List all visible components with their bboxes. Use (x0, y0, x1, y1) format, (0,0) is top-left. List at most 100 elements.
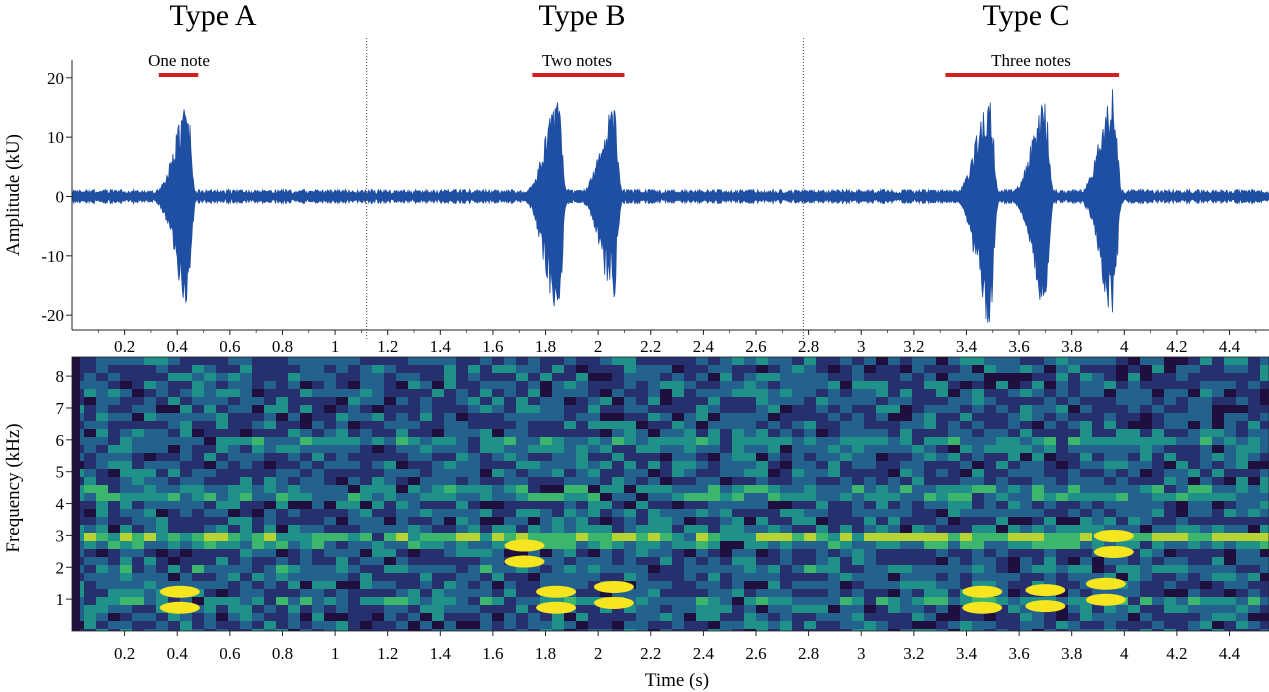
spectrogram-cell (252, 621, 265, 630)
spectrogram-cell (1020, 469, 1033, 478)
spectrogram-cell (792, 557, 805, 566)
spectrogram-cell (828, 533, 841, 542)
spectrogram-cell (876, 541, 889, 550)
spectrogram-cell (528, 469, 541, 478)
spectrogram-hotspot (504, 555, 545, 568)
spectrogram-cell (1068, 629, 1081, 631)
spectrogram-cell (924, 573, 937, 582)
spectrogram-cell (420, 573, 433, 582)
spectrogram-cell (1068, 365, 1081, 374)
spectrogram-cell (1104, 469, 1117, 478)
spectrogram-cell (648, 477, 661, 486)
spectrogram-cell (360, 493, 373, 502)
spectrogram-cell (444, 437, 457, 446)
spectrogram-cell (1128, 437, 1141, 446)
spectrogram-cell (876, 565, 889, 574)
spectrogram-cell (1116, 381, 1129, 390)
spectrogram-cell (1068, 389, 1081, 398)
spectrogram-cell (1176, 501, 1189, 510)
spectrogram-cell (972, 597, 985, 606)
spectrogram-cell (888, 605, 901, 614)
spectrogram-cell (1140, 429, 1153, 438)
spectrogram-cell (324, 533, 337, 542)
spectrogram-cell (228, 541, 241, 550)
spectrogram-cell (372, 557, 385, 566)
spectrogram-cell (444, 573, 457, 582)
spectrogram-cell (240, 453, 253, 462)
spectrogram-cell (864, 493, 877, 502)
spectrogram-cell (792, 357, 805, 366)
spectrogram-cell (996, 557, 1009, 566)
spectrogram-cell (828, 397, 841, 406)
spectrogram-cell (780, 493, 793, 502)
spectrogram-cell (1080, 605, 1093, 614)
spectrogram-cell (348, 557, 361, 566)
spectrogram-cell (492, 365, 505, 374)
spectrogram-cell (1176, 573, 1189, 582)
spectrogram-cell (1116, 405, 1129, 414)
spectrogram-cell (1200, 485, 1213, 494)
spectrogram-cell (840, 525, 853, 534)
spectrogram-cell (84, 621, 97, 630)
spectrogram-cell (624, 565, 637, 574)
spectrogram-cell (768, 533, 781, 542)
spectrogram-cell (780, 437, 793, 446)
spectrogram-cell (288, 437, 301, 446)
spectrogram-cell (684, 525, 697, 534)
spectrogram-cell (756, 613, 769, 622)
spectrogram-cell (372, 357, 385, 366)
spectrogram-cell (312, 437, 325, 446)
spectrogram-cell (1020, 421, 1033, 430)
spectrogram-cell (480, 405, 493, 414)
spectrogram-cell (264, 589, 277, 598)
spectrogram-cell (960, 565, 973, 574)
spectrogram-cell (1152, 493, 1165, 502)
spectrogram-cell (144, 501, 157, 510)
spectrogram-cell (576, 525, 589, 534)
spectrogram-cell (504, 381, 517, 390)
spectrogram-cell (600, 573, 613, 582)
spectrogram-cell (552, 429, 565, 438)
spectrogram-cell (756, 581, 769, 590)
spectrogram-cell (408, 573, 421, 582)
spectrogram-cell (360, 581, 373, 590)
spectrogram-cell (144, 397, 157, 406)
spectrogram-cell (1020, 389, 1033, 398)
spectrogram-cell (1116, 501, 1129, 510)
spectrogram-cell (276, 421, 289, 430)
spectrogram-cell (456, 597, 469, 606)
spectrogram-cell (108, 381, 121, 390)
spectrogram-cell (252, 541, 265, 550)
spectrogram-cell (228, 525, 241, 534)
spectrogram-cell (180, 389, 193, 398)
spectrogram-cell (1260, 501, 1269, 510)
spectrogram-cell (624, 525, 637, 534)
spectrogram-cell (816, 453, 829, 462)
spectrogram-cell (852, 493, 865, 502)
spectrogram-cell (804, 437, 817, 446)
spectrogram-cell (708, 485, 721, 494)
spectrogram-x-tick-label: 4.4 (1219, 644, 1241, 663)
spectrogram-cell (720, 397, 733, 406)
spectrogram-cell (696, 365, 709, 374)
spectrogram-cell (720, 365, 733, 374)
spectrogram-cell (924, 421, 937, 430)
spectrogram-cell (216, 357, 229, 366)
spectrogram-cell (1152, 477, 1165, 486)
spectrogram-cell (480, 581, 493, 590)
spectrogram-cell (924, 469, 937, 478)
spectrogram-cell (468, 525, 481, 534)
spectrogram-cell (1128, 613, 1141, 622)
spectrogram-cell (372, 421, 385, 430)
spectrogram-cell (1260, 509, 1269, 518)
spectrogram-cell (1056, 461, 1069, 470)
spectrogram-cell (972, 421, 985, 430)
spectrogram-cell (240, 509, 253, 518)
spectrogram-cell (240, 413, 253, 422)
spectrogram-cell (576, 365, 589, 374)
spectrogram-cell (1008, 453, 1021, 462)
spectrogram-cell (480, 541, 493, 550)
spectrogram-cell (204, 389, 217, 398)
spectrogram-cell (360, 357, 373, 366)
spectrogram-cell (804, 477, 817, 486)
